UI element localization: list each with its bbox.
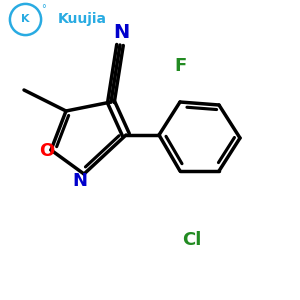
Text: F: F [174, 57, 186, 75]
Text: N: N [113, 23, 130, 43]
Text: Cl: Cl [182, 231, 202, 249]
Text: Kuujia: Kuujia [58, 13, 107, 26]
Text: °: ° [41, 4, 46, 14]
Text: N: N [72, 172, 87, 190]
Text: K: K [21, 14, 30, 25]
Text: O: O [39, 142, 54, 160]
